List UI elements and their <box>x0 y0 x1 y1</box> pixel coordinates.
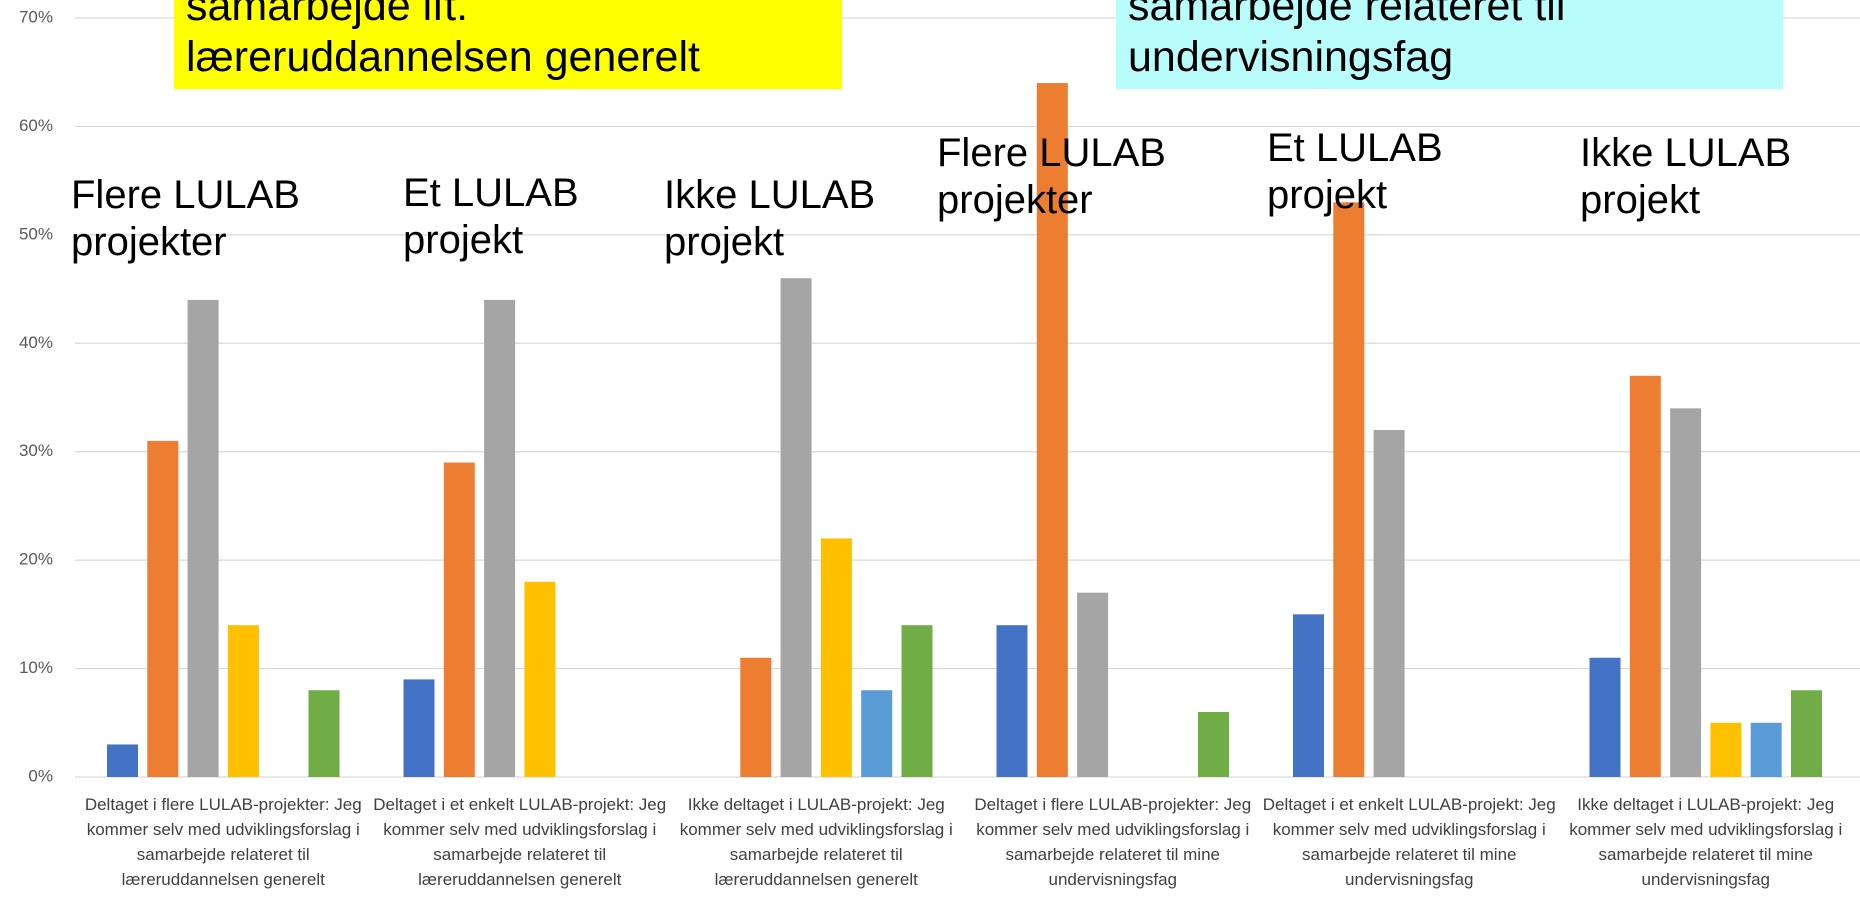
y-tick-label: 20% <box>19 550 53 569</box>
bar <box>1750 722 1782 777</box>
y-tick-label: 10% <box>19 658 53 677</box>
x-tick-label: Ikke deltaget i LULAB-projekt: Jeg komme… <box>679 795 953 889</box>
annotation-box: samarbejde relateret til undervisningsfa… <box>1116 0 1783 89</box>
bar <box>187 299 219 777</box>
bar <box>780 278 812 777</box>
bar <box>1077 592 1109 777</box>
y-tick-label: 0% <box>28 766 53 785</box>
group-label: Et LULAB projekt <box>1267 126 1443 217</box>
bar <box>147 440 179 777</box>
annotation-box: samarbejde ift. læreruddannelsen generel… <box>174 0 842 89</box>
bar <box>524 581 556 777</box>
y-tick-label: 60% <box>19 116 53 135</box>
bar <box>1373 430 1405 777</box>
bar <box>1791 690 1822 777</box>
bar <box>403 679 435 777</box>
y-tick-label: 50% <box>19 224 53 243</box>
x-tick-label: Deltaget i et enkelt LULAB-projekt: Jeg … <box>1262 795 1556 889</box>
x-tick-label: Ikke deltaget i LULAB-projekt: Jeg komme… <box>1569 795 1843 889</box>
bar <box>1629 375 1661 777</box>
x-tick-label: Deltaget i flere LULAB-projekter: Jeg ko… <box>84 795 362 889</box>
bar <box>740 657 772 777</box>
annotation: samarbejde ift. læreruddannelsen generel… <box>186 0 700 81</box>
bar <box>901 625 933 777</box>
x-tick-label: Deltaget i et enkelt LULAB-projekt: Jeg … <box>373 795 667 889</box>
bar <box>227 625 259 777</box>
bar <box>1710 722 1742 777</box>
bar <box>1198 711 1229 777</box>
bar <box>1589 657 1621 777</box>
y-tick-label: 70% <box>19 7 53 26</box>
bar <box>820 538 852 777</box>
bar <box>308 690 340 777</box>
y-tick-label: 30% <box>19 441 53 460</box>
bar <box>1036 83 1068 778</box>
bar <box>861 690 893 777</box>
x-tick-label: Deltaget i flere LULAB-projekter: Jeg ko… <box>974 795 1252 889</box>
bar <box>1293 614 1324 777</box>
bar <box>996 625 1028 777</box>
bar <box>107 744 138 777</box>
group-label: Flere LULAB projekter <box>71 173 300 264</box>
bar <box>443 462 475 777</box>
bar <box>1670 408 1702 777</box>
group-label: Flere LULAB projekter <box>937 131 1166 222</box>
bar <box>484 299 516 777</box>
group-label: Ikke LULAB projekt <box>1580 131 1792 222</box>
bar <box>1333 202 1365 778</box>
group-label: Ikke LULAB projekt <box>664 173 876 264</box>
group-label: Et LULAB projekt <box>403 171 579 262</box>
y-tick-label: 40% <box>19 333 53 352</box>
annotation: samarbejde relateret til undervisningsfa… <box>1128 0 1566 81</box>
